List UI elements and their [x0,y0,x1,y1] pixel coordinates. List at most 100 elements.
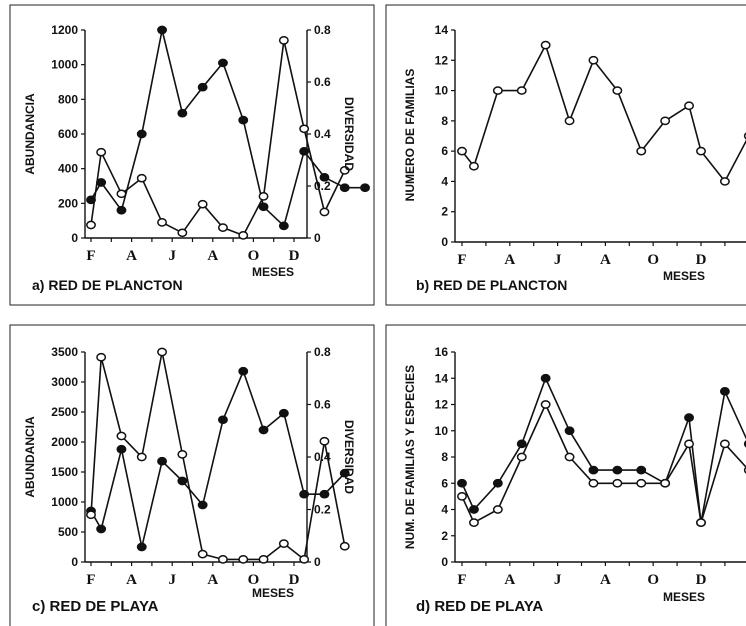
data-point [116,444,127,454]
panel-caption: a) RED DE PLANCTON [32,277,183,293]
y-tick-label: 12 [435,53,449,67]
data-point [177,108,188,118]
y-tick-label: 2500 [51,405,78,419]
series-line-filled [90,370,346,548]
data-point [339,541,350,551]
y-tick-label: 2 [441,529,448,543]
y-tick-label: 3500 [51,345,78,359]
data-point [86,510,96,520]
y-tick-label: 0 [441,555,448,569]
data-point [696,146,706,156]
chart-panel-d: 0 2 4 6 8 10 12 14 16 F A J A O D MESES NUM. DE FAMILIAS… [385,324,746,626]
x-axis-title: MESES [252,265,294,279]
series-line-open [461,403,746,524]
x-tick-label: O [647,572,659,588]
y-tick-label: 0 [71,555,78,569]
x-tick-label: A [600,572,611,588]
data-point [238,555,249,564]
x-tick-label: A [126,572,137,588]
panel-caption: c) RED DE PLAYA [32,598,159,615]
y-tick-label: 2000 [51,435,78,449]
data-point [218,555,228,564]
series-line-open [461,44,746,183]
x-tick-label: O [248,248,260,264]
y-tick-label: 10 [435,424,449,438]
y2-tick-label: 0.6 [314,75,331,89]
data-point [540,400,551,409]
y-tick-label: 1200 [51,23,78,37]
data-point [197,549,208,559]
data-point [588,465,599,475]
x-tick-label: F [86,248,95,264]
y-tick-label: 4 [441,174,448,188]
data-point [339,183,350,193]
y-tick-label: 8 [441,114,448,128]
data-point [339,468,350,478]
data-point [564,452,575,462]
y-tick-label: 10 [435,84,449,98]
data-point [136,173,147,183]
y-axis-title: NUMERO DE FAMILIAS [403,69,417,202]
data-point [258,555,269,564]
data-point [564,426,575,436]
data-point [636,478,647,488]
y-tick-label: 14 [435,371,449,385]
data-point [319,207,330,217]
data-point [218,223,228,232]
x-tick-label: J [168,248,176,264]
data-point [492,478,503,488]
x-tick-label: A [504,572,515,588]
x-tick-label: O [248,572,260,588]
x-tick-label: J [554,572,562,588]
data-point [719,387,730,396]
data-point [278,408,289,418]
data-point [588,478,599,488]
x-tick-label: A [504,252,515,268]
y-tick-label: 6 [441,144,448,158]
x-tick-label: A [207,248,218,264]
data-point [457,478,467,488]
y-tick-label: 4 [441,503,448,517]
x-tick-label: F [457,572,466,588]
data-point [278,539,289,548]
y-tick-label: 800 [58,92,78,106]
data-point [258,202,269,212]
y-tick-label: 2 [441,205,448,219]
y-tick-label: 200 [58,196,78,210]
data-point [96,524,107,534]
data-point [278,36,289,45]
data-point [339,166,350,175]
x-tick-label: O [647,252,659,268]
data-point [299,555,310,564]
data-point [612,465,623,475]
data-point [96,352,107,362]
x-tick-label: A [207,572,218,588]
y2-axis-title: DIVERSIDAD [342,97,356,171]
data-point [457,146,467,156]
data-point [612,478,623,488]
data-point [469,505,479,514]
y-tick-label: 16 [435,345,449,359]
data-point [684,439,694,449]
y-tick-label: 1000 [51,58,78,72]
x-tick-label: D [696,252,707,268]
x-tick-label: D [289,248,300,264]
data-point [96,147,107,157]
x-tick-label: D [289,572,300,588]
y-tick-label: 0 [441,235,448,249]
data-point [636,146,647,156]
y-tick-label: 1000 [51,495,78,509]
data-point [299,124,310,134]
y-tick-label: 600 [58,127,78,141]
data-point [96,178,107,187]
data-point [136,452,147,462]
x-tick-label: J [168,572,176,588]
data-point [516,86,527,95]
x-axis-title: MESES [663,590,705,604]
y2-tick-label: 0.2 [314,503,331,517]
data-point [469,161,479,171]
data-point [116,431,127,441]
data-point [684,413,694,422]
